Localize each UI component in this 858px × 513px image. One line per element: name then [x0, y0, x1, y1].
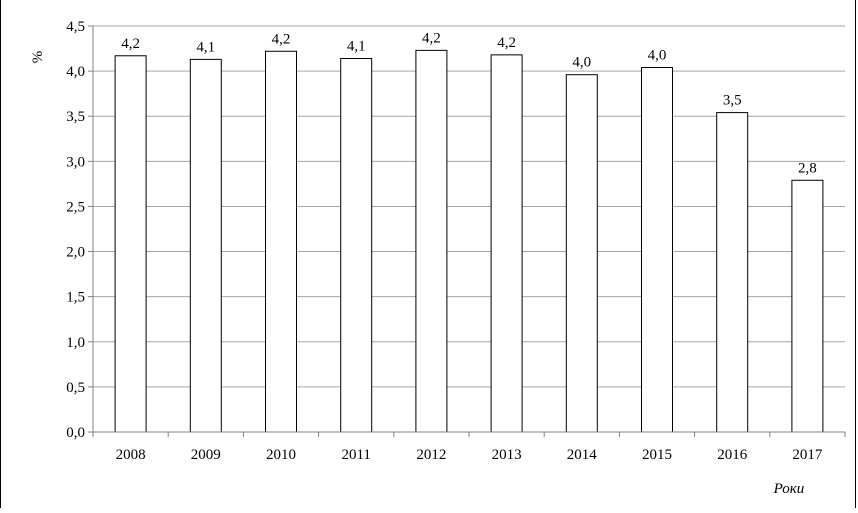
- y-axis-label: %: [30, 51, 46, 64]
- x-tick-label: 2014: [567, 447, 598, 463]
- bar: [791, 179, 824, 433]
- x-tick-label: 2010: [266, 447, 296, 463]
- frame-left-border: [0, 0, 1, 508]
- data-label: 4,2: [422, 30, 441, 46]
- y-tick-label: 0,0: [66, 425, 85, 441]
- x-axis-label: Роки: [773, 481, 805, 497]
- bar: [490, 54, 523, 433]
- x-tick-label: 2016: [717, 447, 748, 463]
- x-tick-label: 2008: [116, 447, 146, 463]
- y-tick-label: 3,5: [66, 109, 85, 125]
- data-label: 4,1: [347, 38, 366, 54]
- data-label: 4,2: [497, 35, 516, 51]
- x-tick-label: 2013: [492, 447, 522, 463]
- bar: [265, 50, 297, 433]
- bars: [114, 49, 824, 433]
- x-tick-label: 2011: [341, 447, 370, 463]
- x-tick-label: 2017: [792, 447, 823, 463]
- labels: 0,0 0,5 1,0 1,5 2,0 2,5 3,0 3,5 4,0 4,5 4,2 2008 4,1…: [30, 19, 823, 497]
- y-tick-label: 3,0: [66, 154, 85, 170]
- data-label: 2,8: [798, 160, 817, 176]
- y-tick-label: 1,5: [66, 290, 85, 306]
- bar: [114, 55, 147, 433]
- bar: [340, 57, 373, 433]
- bar: [716, 112, 749, 433]
- clipped-header-text: [0, 0, 858, 14]
- x-tick-label: 2012: [416, 447, 446, 463]
- data-label: 3,5: [723, 93, 742, 109]
- data-label: 4,0: [648, 48, 667, 64]
- data-label: 4,1: [196, 39, 215, 55]
- x-tick-label: 2015: [642, 447, 672, 463]
- bar: [189, 58, 222, 433]
- y-tick-label: 4,5: [66, 19, 85, 35]
- data-label: 4,2: [121, 36, 140, 52]
- y-tick-label: 2,0: [66, 245, 85, 261]
- y-tick-label: 0,5: [66, 380, 85, 396]
- bar: [415, 49, 448, 433]
- y-tick-label: 1,0: [66, 335, 85, 351]
- data-label: 4,2: [272, 31, 291, 47]
- axes: [88, 25, 846, 437]
- x-tick-label: 2009: [191, 447, 221, 463]
- y-tick-label: 4,0: [66, 64, 85, 80]
- frame-right-border: [855, 0, 856, 508]
- y-tick-label: 2,5: [66, 199, 85, 215]
- bar: [565, 74, 598, 433]
- bar: [641, 67, 673, 433]
- data-label: 4,0: [572, 55, 591, 71]
